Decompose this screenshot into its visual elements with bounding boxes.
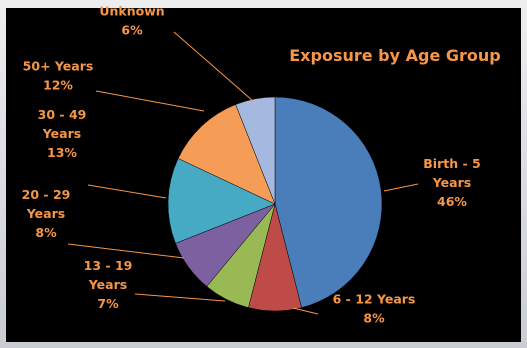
leader-line bbox=[173, 31, 254, 102]
pie-slice bbox=[177, 104, 276, 205]
leader-line bbox=[95, 90, 205, 112]
slice-percent-label: 12% bbox=[43, 78, 73, 93]
slice-category-label: Years bbox=[26, 206, 65, 221]
chart-title: Exposure by Age Group bbox=[289, 46, 501, 65]
slice-percent-label: 13% bbox=[47, 145, 77, 160]
slice-percent-label: 46% bbox=[437, 194, 467, 209]
slice-category-label: Years bbox=[42, 126, 81, 141]
pie-slice bbox=[274, 96, 383, 308]
pie-slice bbox=[167, 158, 276, 244]
slice-percent-label: 7% bbox=[97, 296, 119, 311]
slice-category-label: 6 - 12 Years bbox=[333, 292, 416, 307]
leader-line bbox=[292, 307, 319, 315]
leader-lines bbox=[67, 31, 419, 315]
slice-category-label: 20 - 29 bbox=[22, 187, 71, 202]
pie-slice bbox=[235, 96, 276, 205]
slice-percent-label: 8% bbox=[363, 311, 385, 326]
slice-percent-label: 8% bbox=[35, 225, 57, 240]
slice-category-label: Years bbox=[432, 175, 471, 190]
slice-category-label: 50+ Years bbox=[23, 59, 94, 74]
leader-line bbox=[87, 184, 167, 199]
slice-category-label: 30 - 49 bbox=[38, 107, 87, 122]
leader-line bbox=[383, 183, 419, 192]
slice-percent-label: 6% bbox=[121, 23, 143, 38]
leader-line bbox=[134, 293, 226, 302]
leader-line bbox=[67, 243, 185, 259]
slice-category-label: Unknown bbox=[99, 4, 164, 19]
slice-category-label: 13 - 19 bbox=[84, 258, 133, 273]
pie-slices bbox=[167, 96, 383, 312]
slice-category-label: Years bbox=[88, 277, 127, 292]
slice-category-label: Birth - 5 bbox=[423, 156, 480, 171]
data-labels: Birth - 5 Years 46% 6 - 12 Years 8% 13 - 19 Ye… bbox=[22, 4, 481, 326]
